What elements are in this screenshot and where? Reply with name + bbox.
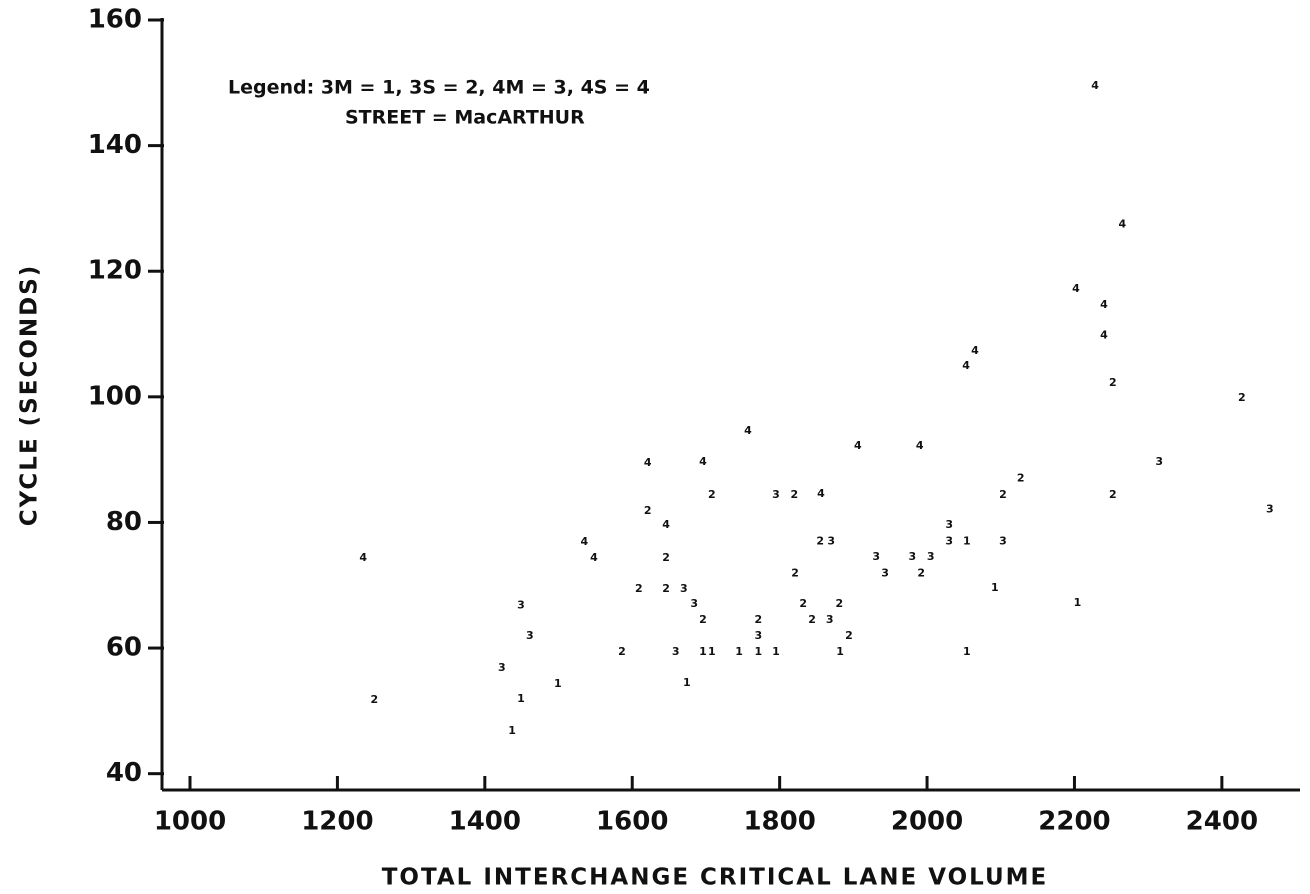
point-marker: 3 bbox=[672, 645, 680, 658]
point-marker: 4 bbox=[854, 439, 862, 452]
point-marker: 2 bbox=[845, 629, 853, 642]
point-marker: 2 bbox=[999, 488, 1007, 501]
point-marker: 4 bbox=[1091, 79, 1099, 92]
y-tick-label: 40 bbox=[106, 758, 142, 788]
x-axis-label: TOTAL INTERCHANGE CRITICAL LANE VOLUME bbox=[382, 865, 1049, 891]
point-marker: 1 bbox=[683, 676, 691, 689]
point-marker: 4 bbox=[971, 344, 979, 357]
point-marker: 1 bbox=[772, 645, 780, 658]
point-marker: 1 bbox=[991, 581, 999, 594]
point-marker: 2 bbox=[1109, 488, 1117, 501]
y-axis-label: CYCLE (SECONDS) bbox=[17, 264, 43, 527]
point-marker: 3 bbox=[690, 597, 698, 610]
point-marker: 3 bbox=[945, 534, 953, 547]
point-marker: 2 bbox=[1017, 471, 1025, 484]
point-marker: 2 bbox=[708, 488, 716, 501]
y-tick-label: 160 bbox=[88, 5, 142, 35]
point-marker: 2 bbox=[799, 597, 807, 610]
point-marker: 3 bbox=[498, 661, 506, 674]
point-marker: 2 bbox=[1109, 376, 1117, 389]
point-marker: 4 bbox=[1072, 282, 1080, 295]
point-marker: 2 bbox=[836, 597, 844, 610]
point-marker: 3 bbox=[999, 534, 1007, 547]
point-marker: 2 bbox=[699, 613, 707, 626]
legend-note: Legend: 3M = 1, 3S = 2, 4M = 3, 4S = 4 bbox=[228, 77, 650, 99]
y-tick-label: 100 bbox=[88, 381, 142, 411]
point-marker: 2 bbox=[917, 566, 925, 579]
point-marker: 1 bbox=[963, 645, 971, 658]
point-marker: 3 bbox=[1155, 455, 1163, 468]
point-marker: 3 bbox=[517, 598, 525, 611]
point-marker: 3 bbox=[881, 566, 889, 579]
x-tick-label: 2000 bbox=[891, 807, 963, 837]
point-marker: 2 bbox=[791, 566, 799, 579]
y-tick-label: 120 bbox=[88, 256, 142, 286]
point-marker: 2 bbox=[662, 551, 670, 564]
point-marker: 4 bbox=[359, 551, 367, 564]
x-tick-label: 2400 bbox=[1186, 807, 1258, 837]
point-marker: 1 bbox=[508, 724, 516, 737]
point-marker: 3 bbox=[526, 629, 534, 642]
point-marker: 3 bbox=[1266, 502, 1274, 515]
point-marker: 4 bbox=[644, 456, 652, 469]
y-tick-label: 80 bbox=[106, 507, 142, 537]
x-tick-label: 1000 bbox=[154, 807, 226, 837]
x-tick-label: 1200 bbox=[301, 807, 373, 837]
x-tick-label: 1600 bbox=[596, 807, 668, 837]
point-marker: 1 bbox=[699, 645, 707, 658]
point-marker: 2 bbox=[808, 613, 816, 626]
point-marker: 1 bbox=[1074, 596, 1082, 609]
y-tick-label: 140 bbox=[88, 130, 142, 160]
point-marker: 1 bbox=[963, 534, 971, 547]
point-marker: 4 bbox=[590, 551, 598, 564]
point-marker: 1 bbox=[554, 677, 562, 690]
point-marker: 1 bbox=[836, 645, 844, 658]
point-marker: 4 bbox=[916, 439, 924, 452]
point-marker: 3 bbox=[680, 582, 688, 595]
point-marker: 1 bbox=[754, 645, 762, 658]
point-marker: 3 bbox=[927, 550, 935, 563]
street-note: STREET = MacARTHUR bbox=[345, 107, 585, 129]
point-marker: 4 bbox=[744, 424, 752, 437]
point-marker: 3 bbox=[908, 550, 916, 563]
x-tick-label: 1400 bbox=[449, 807, 521, 837]
point-marker: 2 bbox=[1238, 391, 1246, 404]
point-marker: 2 bbox=[816, 534, 824, 547]
point-marker: 2 bbox=[635, 582, 643, 595]
point-marker: 1 bbox=[735, 645, 743, 658]
point-marker: 4 bbox=[1100, 298, 1108, 311]
point-marker: 2 bbox=[791, 488, 799, 501]
x-tick-label: 2200 bbox=[1038, 807, 1110, 837]
point-marker: 3 bbox=[772, 488, 780, 501]
y-tick-label: 60 bbox=[106, 633, 142, 663]
point-marker: 4 bbox=[962, 359, 970, 372]
x-tick-label: 1800 bbox=[743, 807, 815, 837]
point-marker: 3 bbox=[827, 534, 835, 547]
point-marker: 3 bbox=[945, 518, 953, 531]
point-marker: 2 bbox=[644, 504, 652, 517]
point-marker: 4 bbox=[817, 487, 825, 500]
point-marker: 4 bbox=[699, 455, 707, 468]
point-marker: 2 bbox=[618, 645, 626, 658]
point-marker: 2 bbox=[754, 613, 762, 626]
point-marker: 3 bbox=[872, 550, 880, 563]
point-marker: 3 bbox=[754, 629, 762, 642]
point-marker: 1 bbox=[708, 645, 716, 658]
point-marker: 4 bbox=[662, 518, 670, 531]
point-marker: 1 bbox=[517, 692, 525, 705]
point-marker: 2 bbox=[662, 582, 670, 595]
point-marker: 2 bbox=[370, 693, 378, 706]
point-marker: 4 bbox=[580, 535, 588, 548]
point-marker: 3 bbox=[826, 613, 834, 626]
point-marker: 4 bbox=[1100, 328, 1108, 341]
point-marker: 4 bbox=[1119, 218, 1127, 231]
